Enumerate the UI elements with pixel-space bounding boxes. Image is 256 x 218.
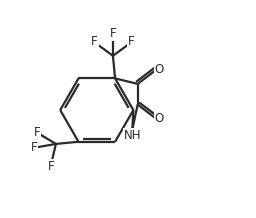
Text: F: F: [110, 27, 116, 40]
Text: F: F: [34, 126, 40, 139]
Text: O: O: [155, 63, 164, 77]
Text: F: F: [48, 160, 55, 173]
Text: F: F: [128, 35, 135, 48]
Text: F: F: [91, 35, 98, 48]
Text: NH: NH: [124, 129, 141, 142]
Text: F: F: [30, 141, 37, 154]
Text: O: O: [155, 112, 164, 125]
